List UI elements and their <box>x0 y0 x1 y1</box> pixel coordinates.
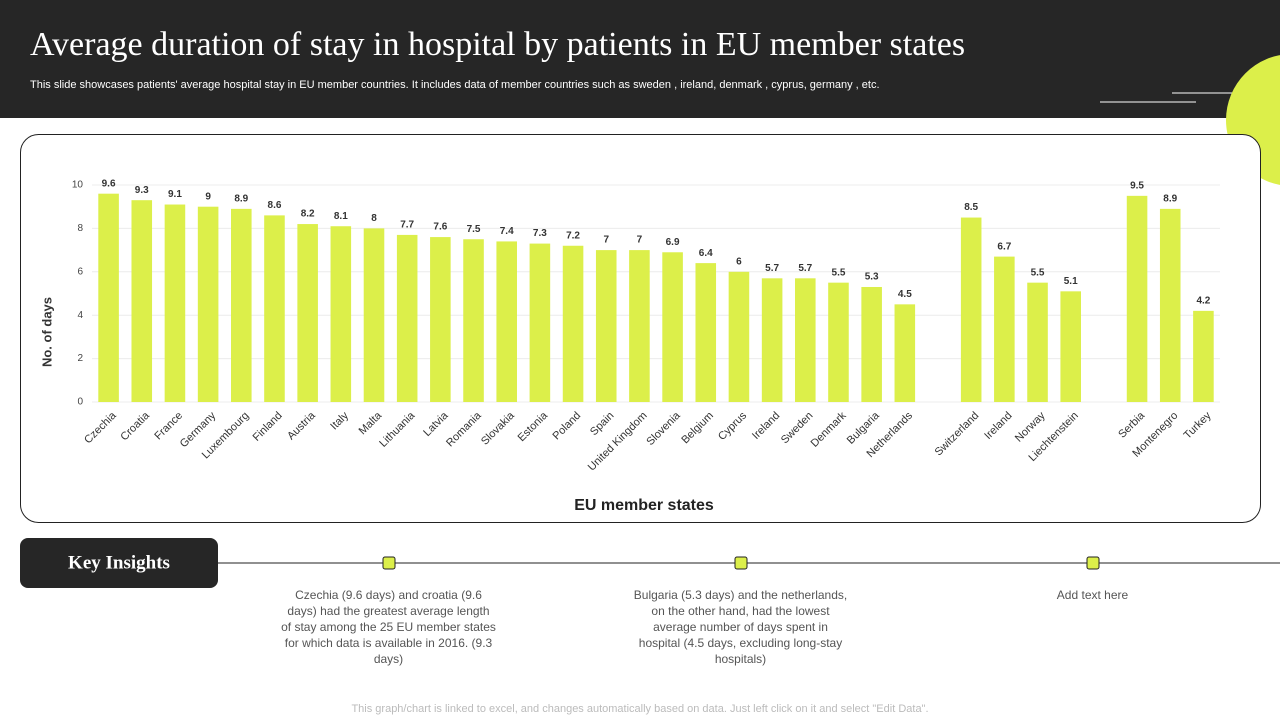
bar <box>894 304 916 402</box>
x-axis-title: EU member states <box>574 497 714 514</box>
bar <box>795 278 816 402</box>
bar <box>1159 208 1181 402</box>
title: Average duration of stay in hospital by … <box>30 26 965 63</box>
value-label: 5.7 <box>765 263 779 274</box>
value-label: 9.1 <box>168 189 182 200</box>
y-tick-label: 8 <box>77 223 83 234</box>
bar <box>231 208 252 402</box>
bar <box>330 226 352 402</box>
y-tick-label: 4 <box>77 310 83 321</box>
header-band <box>0 0 1280 118</box>
bar <box>861 286 882 402</box>
bar <box>828 282 849 402</box>
value-label: 8.9 <box>234 194 248 205</box>
bar <box>396 234 418 402</box>
value-label: 4.2 <box>1196 296 1210 307</box>
bar <box>761 278 783 402</box>
value-label: 5.3 <box>865 272 879 283</box>
insights-heading: Key Insights <box>68 552 170 573</box>
bar <box>164 204 186 402</box>
bar <box>1193 310 1214 402</box>
bar <box>1060 291 1081 402</box>
bar <box>595 250 617 402</box>
value-label: 5.5 <box>832 267 846 278</box>
timeline-marker <box>382 556 396 570</box>
value-label: 8.1 <box>334 211 348 222</box>
bar <box>1126 195 1148 402</box>
bar <box>297 224 318 402</box>
footer-note: This graph/chart is linked to excel, and… <box>351 703 928 715</box>
bar <box>131 200 153 402</box>
subtitle: This slide showcases patients' average h… <box>30 79 880 91</box>
bar <box>98 193 119 402</box>
bar <box>662 252 683 402</box>
y-axis-title: No. of days <box>39 297 54 367</box>
value-label: 7.5 <box>467 224 481 235</box>
value-label: 8.9 <box>1163 194 1177 205</box>
value-label: 8.6 <box>268 200 282 211</box>
bar <box>629 250 650 402</box>
bar <box>496 241 517 402</box>
bar <box>695 263 717 402</box>
value-label: 9.3 <box>135 185 149 196</box>
value-label: 7 <box>603 235 609 246</box>
value-label: 7.6 <box>433 222 447 233</box>
value-label: 7.2 <box>566 230 580 241</box>
y-tick-label: 10 <box>72 180 84 191</box>
insights-badge <box>20 538 218 588</box>
value-label: 7.7 <box>400 220 414 231</box>
value-label: 6 <box>736 256 742 267</box>
bar <box>197 206 219 402</box>
insight-text: Add text here <box>1056 588 1129 602</box>
value-label: 7 <box>637 235 643 246</box>
value-label: 8.5 <box>964 202 978 213</box>
insight-text: Bulgaria (5.3 days) and the netherlands,… <box>633 588 848 666</box>
value-label: 5.7 <box>798 263 812 274</box>
bar <box>728 271 750 402</box>
bar <box>463 239 484 402</box>
value-label: 5.5 <box>1031 267 1045 278</box>
value-label: 9.5 <box>1130 180 1144 191</box>
bar <box>562 245 584 402</box>
value-label: 9.6 <box>102 178 116 189</box>
insight-text: Czechia (9.6 days) and croatia (9.6 days… <box>281 588 496 666</box>
timeline-marker <box>1086 556 1100 570</box>
value-label: 6.4 <box>699 248 713 259</box>
bar <box>529 243 551 402</box>
value-label: 5.1 <box>1064 276 1078 287</box>
value-label: 7.4 <box>500 226 514 237</box>
value-label: 7.3 <box>533 228 547 239</box>
value-label: 6.7 <box>997 241 1011 252</box>
value-label: 4.5 <box>898 289 912 300</box>
y-tick-label: 2 <box>77 353 83 364</box>
bar <box>363 228 385 402</box>
bar <box>430 237 451 402</box>
value-label: 6.9 <box>666 237 680 248</box>
bar <box>994 256 1015 402</box>
bar <box>1027 282 1048 402</box>
y-tick-label: 0 <box>77 397 83 408</box>
bar <box>960 217 982 402</box>
value-label: 8 <box>371 213 377 224</box>
value-label: 9 <box>205 191 211 202</box>
timeline-marker <box>734 556 748 570</box>
y-tick-label: 6 <box>77 266 83 277</box>
value-label: 8.2 <box>301 209 315 220</box>
bar <box>264 215 285 402</box>
